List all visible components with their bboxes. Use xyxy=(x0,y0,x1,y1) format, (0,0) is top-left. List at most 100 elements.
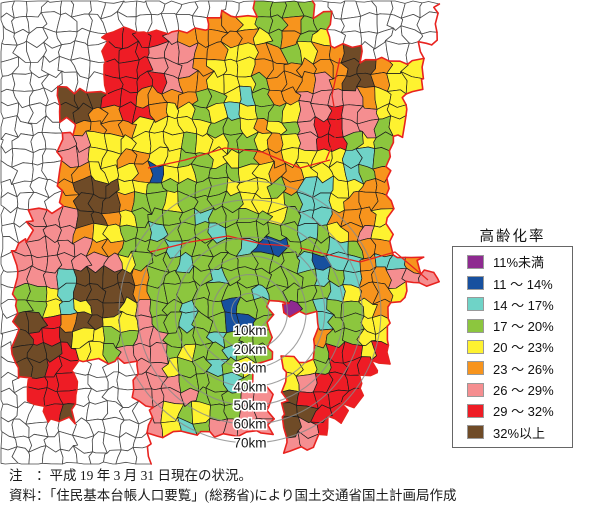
legend-item: 11%未満 xyxy=(467,252,570,271)
boundary-red-line xyxy=(388,60,409,66)
boundary-red-line xyxy=(359,44,363,64)
distance-ring-label: 30km xyxy=(233,361,266,376)
boundary-red-line xyxy=(282,445,303,454)
legend-swatch xyxy=(467,425,484,440)
prefecture-boundary-line xyxy=(149,235,291,253)
boundary-red-line xyxy=(388,135,395,152)
boundary-red-line xyxy=(236,429,258,438)
boundary-red-line xyxy=(401,93,407,106)
boundary-red-line xyxy=(421,57,425,80)
legend-item-label: 26 ～ 29% xyxy=(493,383,554,399)
legend-item-label: 32%以上 xyxy=(493,425,546,441)
boundary-red-line xyxy=(326,10,333,31)
boundary-red-line xyxy=(266,418,276,436)
boundary-red-line xyxy=(432,271,440,283)
distance-ring xyxy=(212,274,288,350)
distance-ring xyxy=(137,199,363,425)
boundary-red-line xyxy=(385,207,395,225)
boundary-red-line xyxy=(10,347,17,364)
boundary-red-line xyxy=(417,40,433,46)
boundary-red-line xyxy=(131,388,140,402)
boundary-red-line xyxy=(430,31,439,46)
boundary-red-line xyxy=(405,88,424,95)
municipality-cell xyxy=(26,283,48,303)
boundary-red-line xyxy=(355,387,365,406)
boundary-red-line xyxy=(280,355,288,374)
boundary-red-line xyxy=(148,406,154,419)
boundary-red-line xyxy=(252,362,258,374)
map-canvas: 10km 20km 30km 40km 50km 60km 70km xyxy=(0,0,441,465)
boundary-red-line xyxy=(10,328,21,349)
boundary-red-line xyxy=(59,116,76,125)
boundary-red-line xyxy=(418,280,440,288)
boundary-red-line xyxy=(25,209,35,223)
boundary-red-line xyxy=(386,344,391,365)
boundary-red-line xyxy=(194,27,210,32)
legend-swatch xyxy=(467,361,484,376)
prefecture-boundary-line xyxy=(299,247,429,281)
boundary-red-line xyxy=(312,326,320,347)
boundary-red-line xyxy=(392,254,407,259)
boundary-red-line xyxy=(146,416,154,434)
boundary-red-line xyxy=(385,194,395,210)
boundary-red-line xyxy=(326,28,332,47)
legend-item-label: 11%未満 xyxy=(493,255,545,271)
legend-swatch xyxy=(467,382,484,397)
boundary-red-line xyxy=(315,310,320,329)
legend-item: 32%以上 xyxy=(467,423,570,442)
notes: 注 ：平成 19 年 3 月 31 日現在の状況。 資料：「住民基本台帳人口要覧… xyxy=(9,466,456,506)
boundary-red-line xyxy=(196,430,211,436)
boundary-red-line xyxy=(252,0,259,18)
distance-ring xyxy=(174,236,326,388)
boundary-red-line xyxy=(146,432,164,439)
boundary-red-line xyxy=(234,14,259,18)
municipality-cell xyxy=(372,147,391,170)
boundary-red-line xyxy=(136,360,139,376)
boundary-red-line xyxy=(162,430,182,439)
boundary-red-line xyxy=(265,299,275,316)
boundary-red-line xyxy=(385,222,395,243)
boundary-red-line xyxy=(206,16,210,31)
legend-item: 23 ～ 26% xyxy=(467,359,570,378)
boundary-red-line xyxy=(385,165,392,180)
boundary-red-line xyxy=(312,10,333,20)
boundary-red-line xyxy=(392,134,404,139)
boundary-red-line xyxy=(420,77,425,91)
legend-item-label: 17 ～ 20% xyxy=(493,319,554,335)
boundary-red-line xyxy=(47,417,61,423)
boundary-red-line xyxy=(280,371,288,393)
distance-ring xyxy=(118,180,382,444)
boundary-red-line xyxy=(146,29,169,35)
legend-swatch xyxy=(467,297,484,312)
boundary-red-line xyxy=(42,405,50,423)
legend-swatch xyxy=(467,254,484,269)
boundary-red-line xyxy=(146,445,152,465)
municipality-cell xyxy=(118,59,140,80)
legend-item-label: 23 ～ 26% xyxy=(493,361,554,377)
boundary-red-line xyxy=(101,40,109,63)
boundary-red-line xyxy=(61,131,74,137)
boundary-red-line xyxy=(406,57,425,66)
legend-item-label: 14 ～ 17% xyxy=(493,297,554,313)
boundary-red-line xyxy=(146,432,152,448)
boundary-red-line xyxy=(419,269,435,276)
legend-item: 26 ～ 29% xyxy=(467,380,570,399)
outside-municipality-cell xyxy=(11,0,28,19)
boundary-red-line xyxy=(46,205,65,215)
boundary-red-line xyxy=(417,40,425,60)
boundary-red-line xyxy=(57,159,63,185)
boundary-red-line xyxy=(385,177,390,196)
boundary-red-line xyxy=(70,403,77,425)
distance-ring-label: 20km xyxy=(233,342,266,357)
boundary-red-line xyxy=(57,85,76,95)
boundary-red-line xyxy=(359,58,377,64)
boundary-red-line xyxy=(405,280,421,284)
boundary-red-line xyxy=(318,433,328,436)
boundary-red-line xyxy=(283,310,301,318)
legend-swatch xyxy=(467,339,484,354)
legend-item: 20 ～ 23% xyxy=(467,337,570,356)
boundary-red-line xyxy=(222,432,238,438)
boundary-red-line xyxy=(340,402,358,409)
boundary-red-line xyxy=(329,42,344,49)
boundary-red-line xyxy=(325,415,329,436)
